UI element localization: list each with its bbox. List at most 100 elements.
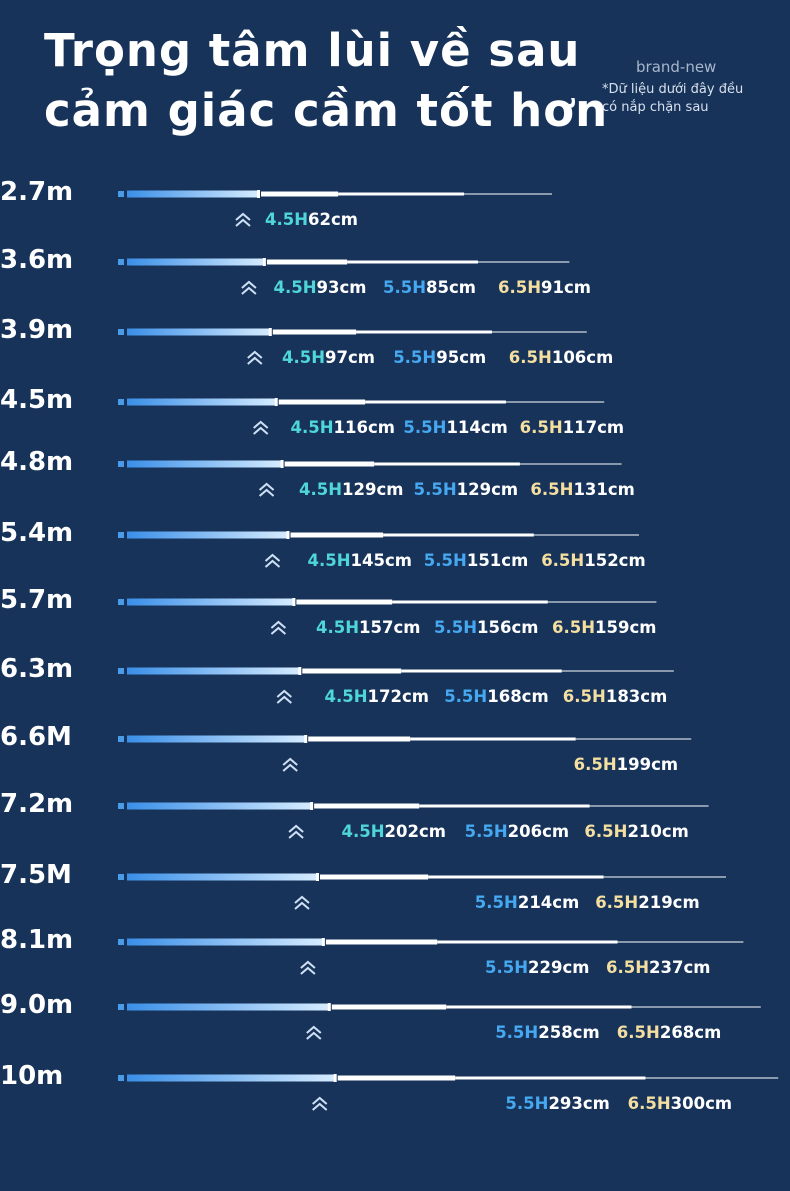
rod-section bbox=[278, 399, 366, 405]
balance-point: 219cm bbox=[638, 893, 700, 912]
rod-joint bbox=[298, 667, 302, 675]
balance-point: 152cm bbox=[584, 551, 646, 570]
balance-marker bbox=[253, 426, 269, 435]
rod-length: 9.0m bbox=[0, 990, 74, 1020]
grade: 4.5H bbox=[307, 551, 351, 570]
balance-point: 129cm bbox=[456, 480, 519, 499]
balance-entry: 4.5H93cm bbox=[274, 278, 367, 297]
rod-section bbox=[272, 329, 357, 335]
rod-section bbox=[365, 400, 506, 404]
title: cảm giác cầm tốt hơn bbox=[44, 84, 609, 137]
rod-tip bbox=[631, 1006, 761, 1008]
rod-length: 7.5M bbox=[0, 860, 72, 890]
balance-point: 117cm bbox=[562, 418, 625, 437]
rod-length: 4.5m bbox=[0, 385, 74, 415]
balance-entry: 5.5H129cm bbox=[414, 480, 518, 499]
rod-butt bbox=[118, 191, 124, 197]
balance-marker bbox=[264, 553, 281, 562]
rod-section bbox=[374, 462, 520, 466]
rod-joint bbox=[321, 938, 325, 946]
balance-entry: 4.5H97cm bbox=[282, 348, 375, 367]
rod-section bbox=[266, 259, 348, 265]
balance-entry: 6.5H106cm bbox=[509, 348, 613, 367]
rod-joint bbox=[262, 258, 266, 266]
balance-entry: 6.5H117cm bbox=[520, 418, 624, 437]
balance-point: 206cm bbox=[507, 822, 570, 841]
rod-butt bbox=[118, 736, 124, 742]
rod-length: 6.3m bbox=[0, 654, 74, 684]
balance-entry: 5.5H156cm bbox=[434, 618, 538, 637]
rod-section bbox=[410, 737, 576, 741]
balance-point: 237cm bbox=[649, 958, 711, 977]
rod-butt bbox=[118, 874, 124, 880]
rod-section bbox=[383, 533, 534, 537]
balance-entry: 4.5H202cm bbox=[342, 822, 446, 841]
rod-joint bbox=[292, 598, 296, 606]
rod-section bbox=[446, 1005, 632, 1009]
rod-section bbox=[261, 191, 339, 197]
note: có nắp chặn sau bbox=[602, 100, 709, 115]
rod-section bbox=[320, 874, 429, 880]
brand: brand-new bbox=[636, 58, 717, 76]
rod-section bbox=[314, 803, 420, 809]
grade: 5.5H bbox=[485, 958, 529, 977]
rod-tip bbox=[617, 941, 744, 943]
balance-marker bbox=[235, 218, 251, 227]
rod-butt bbox=[118, 939, 124, 945]
balance-marker bbox=[270, 626, 287, 635]
balance-point: 97cm bbox=[325, 348, 375, 367]
balance-marker bbox=[264, 559, 281, 568]
balance-marker bbox=[247, 356, 263, 365]
balance-marker bbox=[288, 830, 304, 839]
balance-entry: 5.5H293cm bbox=[505, 1094, 609, 1113]
balance-entry: 5.5H151cm bbox=[424, 551, 528, 570]
rod-length: 5.7m bbox=[0, 585, 74, 615]
balance-marker bbox=[312, 1102, 328, 1111]
grade: 4.5H bbox=[290, 418, 334, 437]
grade: 5.5H bbox=[383, 278, 427, 297]
rod-section bbox=[338, 192, 465, 196]
grade: 4.5H bbox=[299, 480, 343, 499]
grade: 6.5H bbox=[584, 822, 628, 841]
grade: 6.5H bbox=[595, 893, 639, 912]
grade: 5.5H bbox=[434, 618, 478, 637]
balance-entry: 5.5H214cm bbox=[475, 893, 579, 912]
balance-marker bbox=[247, 350, 263, 359]
balance-entry: 5.5H85cm bbox=[383, 278, 476, 297]
rod-tip bbox=[645, 1077, 779, 1079]
grade: 5.5H bbox=[393, 348, 437, 367]
balance-point: 229cm bbox=[528, 958, 590, 977]
balance-entry: 6.5H131cm bbox=[530, 480, 634, 499]
balance-point: 183cm bbox=[605, 687, 668, 706]
rod-tip bbox=[464, 193, 552, 195]
balance-marker bbox=[241, 286, 257, 295]
balance-marker bbox=[312, 1096, 328, 1105]
balance-point: 85cm bbox=[426, 278, 476, 297]
grade: 6.5H bbox=[519, 418, 563, 437]
rod-joint bbox=[327, 1003, 331, 1011]
grade: 5.5H bbox=[413, 480, 457, 499]
rod-grip bbox=[127, 1003, 330, 1011]
rod-butt bbox=[118, 399, 124, 405]
balance-point: 95cm bbox=[436, 348, 487, 367]
rod-section bbox=[437, 940, 618, 944]
rod-butt bbox=[118, 329, 124, 335]
balance-point: 156cm bbox=[477, 618, 539, 637]
rod-tip bbox=[561, 670, 674, 672]
rod-grip bbox=[127, 873, 318, 881]
rod-section bbox=[308, 736, 411, 742]
rod-section bbox=[428, 875, 604, 879]
rod-section bbox=[290, 532, 384, 538]
balance-entry: 4.5H129cm bbox=[299, 480, 403, 499]
balance-marker bbox=[294, 895, 310, 904]
rod-grip bbox=[127, 460, 283, 468]
balance-marker bbox=[258, 488, 275, 497]
rod-tip bbox=[533, 534, 639, 536]
rod-butt bbox=[118, 1075, 124, 1081]
rod-section bbox=[356, 330, 492, 334]
rod-length: 5.4m bbox=[0, 518, 74, 548]
rod-section bbox=[347, 260, 479, 264]
rod-tip bbox=[478, 261, 570, 263]
balance-marker bbox=[253, 420, 269, 429]
balance-point: 106cm bbox=[551, 348, 614, 367]
